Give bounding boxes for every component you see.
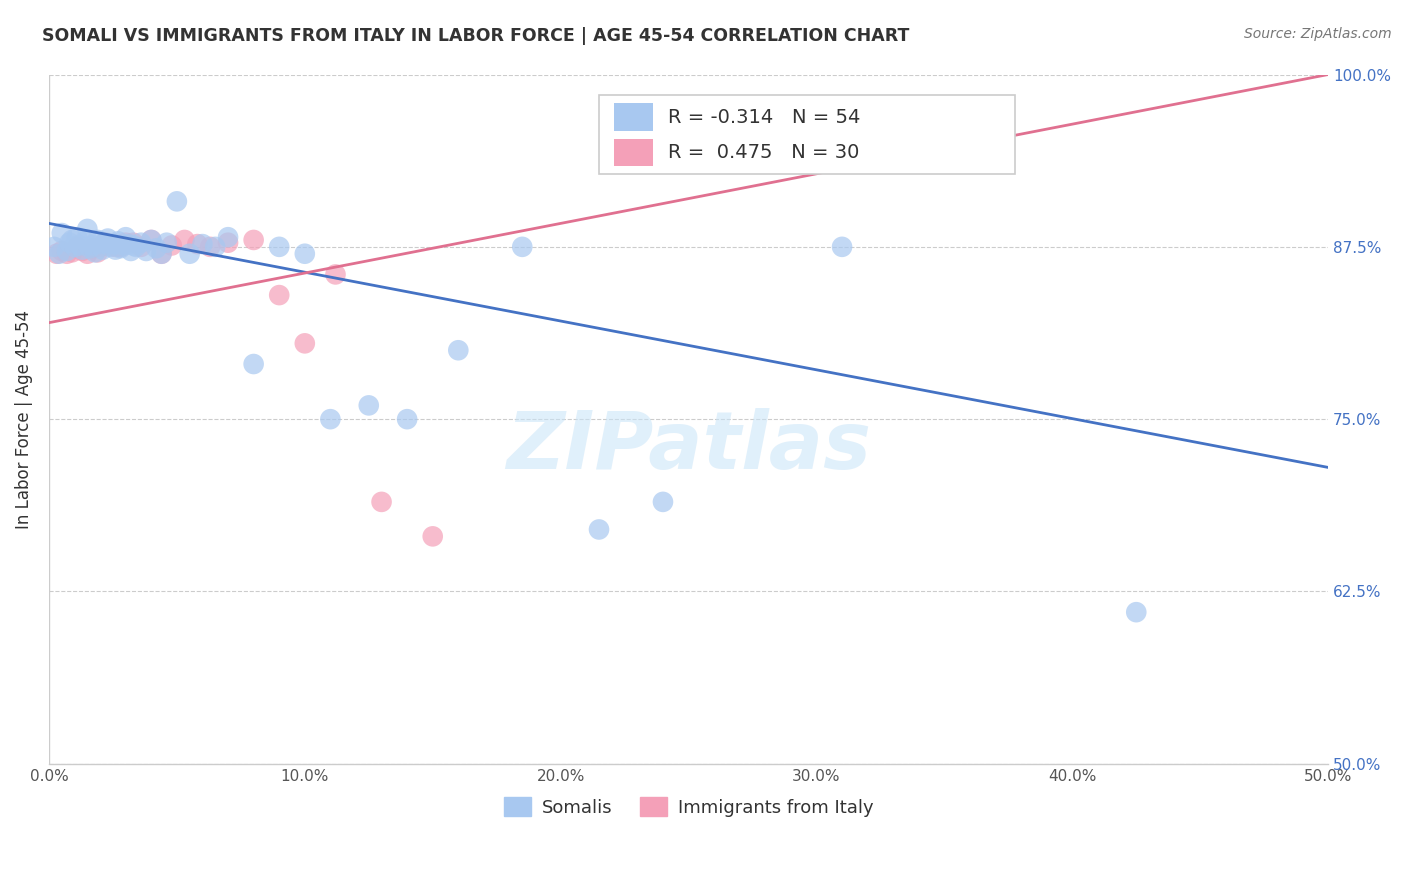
Point bbox=[91, 243, 114, 257]
Point bbox=[156, 235, 179, 250]
Point bbox=[357, 398, 380, 412]
Point bbox=[60, 245, 83, 260]
Point bbox=[422, 529, 444, 543]
Point bbox=[652, 495, 675, 509]
Point bbox=[129, 240, 152, 254]
Point bbox=[42, 240, 65, 254]
Point bbox=[94, 235, 117, 250]
Point bbox=[51, 244, 73, 258]
Point bbox=[58, 235, 80, 250]
Point bbox=[120, 244, 142, 258]
Point bbox=[370, 495, 392, 509]
Point bbox=[294, 336, 316, 351]
Point bbox=[242, 233, 264, 247]
Text: R = -0.314   N = 54: R = -0.314 N = 54 bbox=[668, 108, 860, 127]
Point bbox=[97, 231, 120, 245]
Point bbox=[69, 238, 91, 252]
Point bbox=[204, 240, 226, 254]
Point bbox=[100, 240, 122, 254]
Text: SOMALI VS IMMIGRANTS FROM ITALY IN LABOR FORCE | AGE 45-54 CORRELATION CHART: SOMALI VS IMMIGRANTS FROM ITALY IN LABOR… bbox=[42, 27, 910, 45]
Y-axis label: In Labor Force | Age 45-54: In Labor Force | Age 45-54 bbox=[15, 310, 32, 529]
Point bbox=[56, 246, 79, 260]
Point bbox=[588, 523, 610, 537]
Point bbox=[191, 237, 214, 252]
Point bbox=[242, 357, 264, 371]
Point bbox=[217, 230, 239, 244]
FancyBboxPatch shape bbox=[614, 138, 652, 166]
Point bbox=[82, 238, 104, 252]
Point bbox=[325, 268, 347, 282]
Text: R =  0.475   N = 30: R = 0.475 N = 30 bbox=[668, 143, 859, 162]
Point bbox=[104, 240, 127, 254]
Point bbox=[186, 237, 208, 252]
Point bbox=[269, 288, 291, 302]
Point bbox=[66, 240, 89, 254]
Point bbox=[89, 240, 111, 254]
Point bbox=[112, 238, 135, 252]
Point bbox=[150, 246, 173, 260]
Point bbox=[70, 244, 93, 258]
Point bbox=[269, 240, 291, 254]
Point bbox=[60, 233, 83, 247]
Point bbox=[89, 237, 111, 252]
Text: ZIPatlas: ZIPatlas bbox=[506, 408, 872, 486]
Point bbox=[51, 226, 73, 240]
Point bbox=[107, 235, 129, 249]
Point bbox=[129, 235, 152, 250]
Point bbox=[141, 233, 163, 247]
Point bbox=[56, 244, 79, 258]
Point bbox=[160, 238, 183, 252]
Point bbox=[179, 246, 201, 260]
Text: Source: ZipAtlas.com: Source: ZipAtlas.com bbox=[1244, 27, 1392, 41]
Point bbox=[150, 246, 173, 260]
Point bbox=[198, 240, 221, 254]
Point bbox=[319, 412, 342, 426]
Point bbox=[173, 233, 195, 247]
Point bbox=[79, 241, 101, 255]
Point bbox=[217, 235, 239, 250]
Point bbox=[101, 237, 124, 252]
Point bbox=[76, 222, 98, 236]
Point bbox=[110, 240, 132, 254]
Point bbox=[831, 240, 853, 254]
Point bbox=[122, 235, 145, 250]
Point bbox=[63, 240, 86, 254]
Point bbox=[70, 243, 93, 257]
Point bbox=[94, 235, 117, 250]
Point bbox=[447, 343, 470, 358]
Point bbox=[66, 230, 89, 244]
Point bbox=[122, 238, 145, 252]
FancyBboxPatch shape bbox=[599, 95, 1015, 175]
Point bbox=[1125, 605, 1147, 619]
Point bbox=[82, 241, 104, 255]
Point bbox=[76, 246, 98, 260]
Point bbox=[100, 238, 122, 252]
Point bbox=[396, 412, 419, 426]
Point bbox=[145, 241, 167, 255]
Point bbox=[86, 233, 108, 247]
Point bbox=[110, 241, 132, 255]
Point bbox=[114, 230, 136, 244]
FancyBboxPatch shape bbox=[614, 103, 652, 131]
Point bbox=[86, 245, 108, 260]
Point bbox=[125, 240, 148, 254]
Point bbox=[166, 194, 188, 209]
Point bbox=[114, 235, 136, 250]
Point bbox=[104, 243, 127, 257]
Point bbox=[510, 240, 533, 254]
Point bbox=[73, 235, 96, 249]
Legend: Somalis, Immigrants from Italy: Somalis, Immigrants from Italy bbox=[496, 790, 880, 823]
Point bbox=[117, 237, 139, 252]
Point bbox=[45, 246, 67, 260]
Point bbox=[84, 245, 107, 260]
Point bbox=[141, 233, 163, 247]
Point bbox=[135, 244, 157, 258]
Point bbox=[48, 246, 70, 260]
Point bbox=[294, 246, 316, 260]
